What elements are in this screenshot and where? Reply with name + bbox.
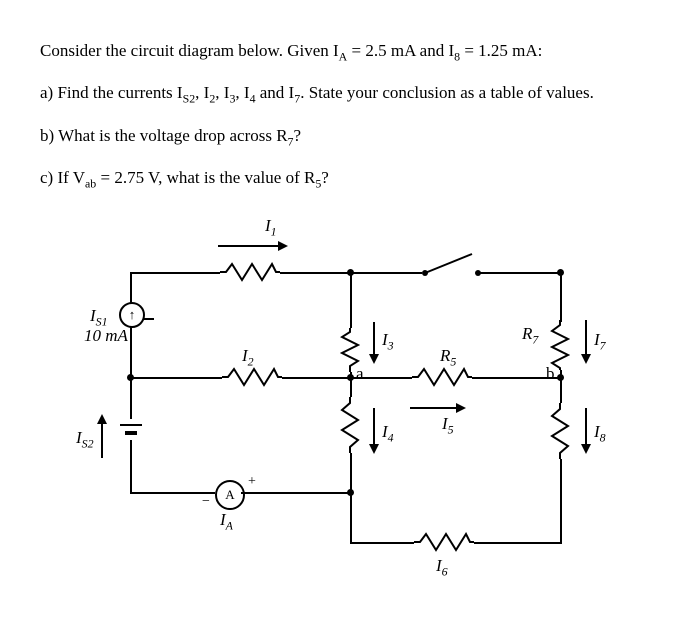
current-source-is1-fix: ↑: [119, 302, 145, 328]
prompt-a: a) Find the currents IS2, I2, I3, I4 and…: [40, 82, 660, 106]
wire: [350, 318, 352, 328]
node-dot: [347, 269, 354, 276]
wire: [352, 377, 412, 379]
wire: [241, 492, 352, 494]
wire: [352, 272, 422, 274]
wire: [350, 453, 352, 493]
wire: [130, 272, 132, 302]
wire: [130, 324, 132, 377]
label-is1-value: 10 mA: [84, 326, 128, 346]
label-r7: R7: [522, 324, 538, 347]
label-node-b: b: [546, 364, 555, 384]
label-i3: I3: [382, 330, 394, 353]
wire: [474, 542, 562, 544]
circuit-diagram: I1 ↑ IS1 10 mA /* reposition source */ R…: [90, 212, 610, 572]
label-is2: IS2: [76, 428, 94, 451]
resistor-i2: [222, 367, 282, 387]
wire: [560, 379, 562, 403]
arrow-i4: [368, 408, 380, 454]
wire: [280, 272, 350, 274]
prompt-c: c) If Vab = 2.75 V, what is the value of…: [40, 167, 660, 191]
label-i5: I5: [442, 414, 454, 437]
ammeter-icon: A: [215, 480, 245, 510]
wire: [130, 272, 220, 274]
node-dot: [347, 489, 354, 496]
wire: [130, 377, 222, 379]
resistor-r7: [550, 320, 570, 370]
wire: [282, 377, 352, 379]
switch-open-icon: [422, 250, 482, 276]
wire: [350, 379, 352, 397]
label-i6: I6: [436, 556, 448, 579]
node-dot: [557, 374, 564, 381]
wire: [350, 542, 414, 544]
label-i1: I1: [265, 216, 277, 239]
label-i8: I8: [594, 422, 606, 445]
arrow-is2: [96, 414, 108, 458]
node-dot: [127, 374, 134, 381]
wire: [350, 493, 352, 544]
node-dot: [347, 374, 354, 381]
resistor-right-lower: [550, 403, 570, 459]
wire: [560, 459, 562, 544]
arrow-i5: [410, 402, 466, 414]
resistor-i6: [414, 532, 474, 552]
arrow-i1: [218, 240, 288, 252]
label-r5: R5: [440, 346, 456, 369]
resistor-r5: [412, 367, 472, 387]
ammeter-minus: −: [202, 494, 210, 510]
resistor-i1: [220, 262, 280, 282]
wire: [130, 379, 132, 419]
wire: [480, 272, 560, 274]
label-node-a: a: [356, 364, 364, 384]
prompt-intro: Consider the circuit diagram below. Give…: [40, 40, 660, 64]
arrow-i8: [580, 408, 592, 454]
label-ia: IA: [220, 510, 233, 533]
wire: [350, 272, 352, 318]
arrow-i3: [368, 322, 380, 364]
wire: [130, 440, 132, 492]
resistor-mid-lower: [340, 397, 360, 453]
label-i2: I2: [242, 346, 254, 369]
node-dot: [557, 269, 564, 276]
label-i4: I4: [382, 422, 394, 445]
arrow-i7: [580, 320, 592, 364]
label-i7: I7: [594, 330, 606, 353]
wire: [560, 272, 562, 318]
ammeter-plus: +: [248, 474, 256, 490]
prompt-b: b) What is the voltage drop across R7?: [40, 125, 660, 149]
